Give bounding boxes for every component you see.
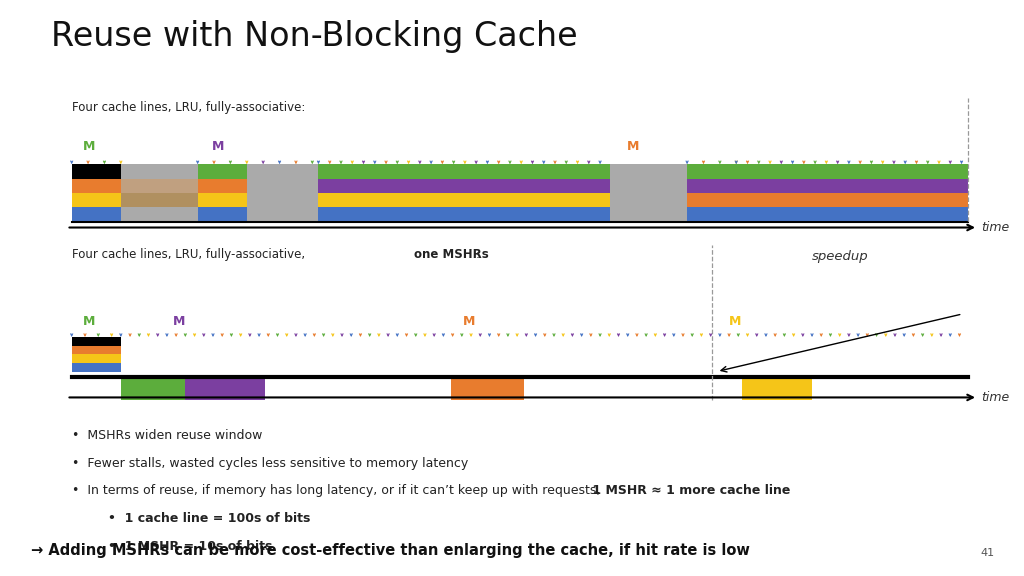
Text: M: M (463, 315, 475, 328)
Bar (185, 377, 265, 400)
Bar (198, 193, 247, 207)
Text: M: M (627, 139, 639, 153)
Bar (736, 193, 968, 207)
Text: •  In terms of reuse, if memory has long latency, or if it can’t keep up with re: • In terms of reuse, if memory has long … (72, 484, 600, 498)
Text: time: time (981, 391, 1010, 404)
Bar (318, 179, 610, 193)
Text: 41: 41 (980, 548, 994, 558)
Bar (198, 207, 247, 222)
Text: M: M (83, 139, 95, 153)
Bar (72, 354, 121, 363)
Bar (198, 179, 247, 193)
Bar (247, 164, 318, 179)
Text: Four cache lines, LRU, fully-associative:: Four cache lines, LRU, fully-associative… (72, 101, 305, 114)
Bar (318, 193, 610, 207)
Text: speedup: speedup (811, 250, 868, 263)
Text: one MSHRs: one MSHRs (414, 248, 488, 261)
Bar (198, 164, 247, 179)
Bar (247, 179, 318, 193)
Bar (736, 207, 968, 222)
Bar (121, 377, 185, 400)
Text: M: M (729, 315, 741, 328)
Text: M: M (83, 315, 95, 328)
Text: •  MSHRs widen reuse window: • MSHRs widen reuse window (72, 429, 262, 442)
Bar (72, 363, 121, 372)
Bar (121, 193, 198, 207)
Bar (72, 346, 121, 354)
Text: M: M (173, 315, 185, 328)
Bar (610, 207, 687, 222)
Bar (687, 207, 736, 222)
Bar (451, 377, 524, 400)
Bar (610, 179, 687, 193)
Text: •  Fewer stalls, wasted cycles less sensitive to memory latency: • Fewer stalls, wasted cycles less sensi… (72, 457, 468, 470)
Bar (687, 179, 736, 193)
Bar (687, 193, 736, 207)
Text: 1 MSHR ≈ 1 more cache line: 1 MSHR ≈ 1 more cache line (588, 484, 791, 498)
Bar (742, 377, 812, 400)
Text: → Adding MSHRs can be more cost-effective than enlarging the cache, if hit rate : → Adding MSHRs can be more cost-effectiv… (31, 543, 750, 558)
Text: •  1 MSHR = 10s of bits: • 1 MSHR = 10s of bits (108, 540, 272, 553)
Bar (247, 193, 318, 207)
Bar (121, 179, 198, 193)
Bar (72, 337, 121, 346)
Bar (736, 164, 968, 179)
Bar (318, 164, 610, 179)
Bar (72, 164, 121, 179)
Bar (318, 207, 610, 222)
Bar (247, 207, 318, 222)
Text: Four cache lines, LRU, fully-associative,: Four cache lines, LRU, fully-associative… (72, 248, 308, 261)
Bar (72, 179, 121, 193)
Text: :: : (475, 248, 479, 261)
Bar (736, 179, 968, 193)
Bar (72, 193, 121, 207)
Bar (72, 207, 121, 222)
Text: time: time (981, 221, 1010, 234)
Text: Reuse with Non-Blocking Cache: Reuse with Non-Blocking Cache (51, 20, 578, 53)
Bar (121, 207, 198, 222)
Text: M: M (212, 139, 224, 153)
Bar (121, 164, 198, 179)
Bar (610, 193, 687, 207)
Bar (687, 164, 736, 179)
Bar (610, 164, 687, 179)
Text: •  1 cache line = 100s of bits: • 1 cache line = 100s of bits (108, 512, 310, 525)
